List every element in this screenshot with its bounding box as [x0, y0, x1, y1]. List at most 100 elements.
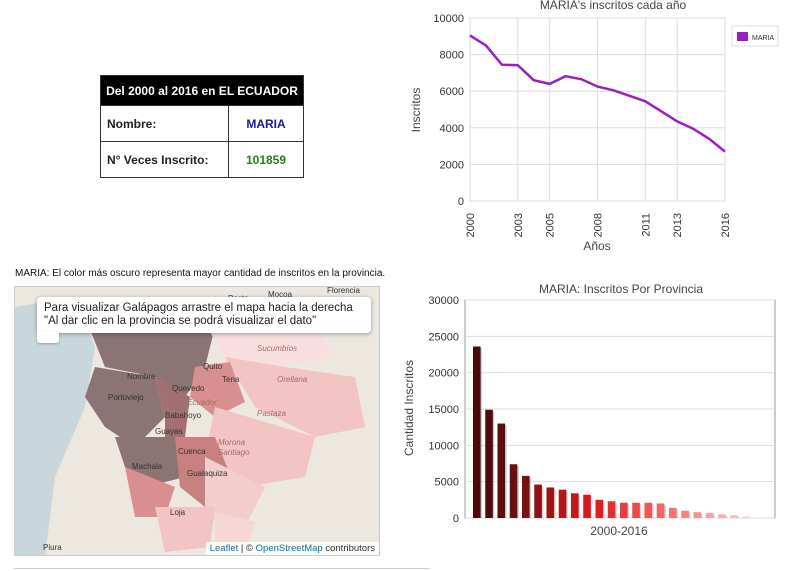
region-pastaza[interactable]	[205, 407, 315, 487]
map-label-florencia: Florencia	[327, 286, 360, 295]
line-chart: MARIA's inscritos cada año 0200040006000…	[409, 0, 779, 253]
bar[interactable]	[509, 464, 518, 518]
bar[interactable]	[669, 507, 677, 518]
region-orellana[interactable]	[225, 357, 365, 437]
line-y-tick-label: 8000	[440, 50, 464, 62]
bar-y-axis-label: Cantidad Inscritos	[402, 360, 416, 456]
map-caption: MARIA: El color más oscuro representa ma…	[15, 268, 386, 279]
map-label-machala: Machala	[132, 462, 163, 471]
line-y-tick-label: 4000	[440, 123, 464, 135]
bar[interactable]	[742, 516, 751, 518]
name-label: Nombre:	[100, 105, 229, 142]
bar[interactable]	[534, 484, 542, 518]
legend-label: MARIA	[752, 35, 775, 42]
map-tooltip: Para visualizar Galápagos arrastre el ma…	[37, 297, 371, 333]
map-label-loja: Loja	[170, 508, 186, 517]
line-chart-title: MARIA's inscritos cada año	[540, 0, 687, 12]
map-tooltip-line2: "Al dar clic en la provincia se podrá vi…	[44, 315, 317, 327]
attribution-tail: contributors	[322, 543, 375, 554]
attribution-sep: | ©	[238, 543, 256, 554]
map-label-santiago: Santiago	[218, 448, 250, 457]
line-x-tick-label: 2011	[640, 213, 652, 237]
zoom-control[interactable]	[37, 331, 59, 343]
bar[interactable]	[546, 487, 555, 518]
map-label-ecuador: Ecuador	[187, 398, 217, 407]
bar-chart: MARIA: Inscritos Por Provincia 0 5000 1000…	[402, 282, 776, 538]
bar[interactable]	[644, 502, 653, 518]
line-y-ticks: 0 2000 4000 6000 8000 10000	[433, 13, 464, 208]
bar[interactable]	[571, 493, 579, 518]
line-x-tick-label: 2003	[513, 213, 525, 237]
region-loja[interactable]	[155, 507, 215, 552]
region-morona[interactable]	[205, 457, 265, 527]
info-header: Del 2000 al 2016 en EL ECUADOR	[100, 75, 304, 106]
bar[interactable]	[754, 517, 763, 518]
line-y-tick-label: 2000	[440, 159, 464, 171]
bar[interactable]	[656, 503, 665, 518]
line-x-ticks: 2000 2003 2005 2008 2011 2013 2016	[465, 213, 732, 237]
map-label-sucumbios: Sucumbíos	[257, 344, 298, 353]
bar[interactable]	[583, 494, 591, 518]
line-series-maria	[469, 34, 726, 153]
bar-y-ticks: 0 5000 10000 15000 20000 25000 30000	[428, 295, 459, 525]
bar[interactable]	[632, 502, 640, 518]
map-label-quito: Quito	[203, 362, 223, 371]
line-x-tick-label: 2016	[720, 213, 732, 237]
region-manabi[interactable]	[85, 367, 165, 447]
bar-y-tick-label: 5000	[435, 477, 459, 489]
ocean-shape	[15, 297, 95, 555]
bar[interactable]	[607, 501, 616, 518]
region-napo[interactable]	[190, 362, 245, 417]
bar-y-tick-label: 0	[453, 513, 459, 525]
map-label-guayas: Guayas	[155, 427, 183, 436]
line-y-tick-label: 6000	[440, 86, 464, 98]
map-label-quevedo: Quevedo	[172, 384, 205, 393]
bar-chart-title: MARIA: Inscritos Por Provincia	[539, 282, 703, 296]
region-el-oro[interactable]	[125, 467, 175, 517]
bar[interactable]	[681, 510, 689, 518]
bar[interactable]	[595, 499, 604, 518]
info-table: Del 2000 al 2016 en EL ECUADOR Nombre: M…	[100, 75, 304, 178]
region-los-rios[interactable]	[155, 377, 190, 447]
bar-x-axis-label: 2000-2016	[590, 524, 648, 538]
line-y-tick-label: 10000	[433, 13, 464, 25]
bar[interactable]	[620, 502, 628, 518]
bar[interactable]	[485, 409, 493, 518]
map-label-nombre: Nombre	[127, 372, 156, 381]
bar[interactable]	[718, 514, 726, 518]
bar-y-tick-label: 10000	[428, 440, 459, 452]
bar-y-tick-label: 20000	[428, 368, 459, 380]
count-value: 101859	[228, 141, 304, 178]
line-legend[interactable]: MARIA	[731, 25, 779, 47]
line-y-axis-label: Inscritos	[409, 88, 423, 133]
map-label-mocoa: Mocoa	[268, 290, 293, 299]
osm-link[interactable]: OpenStreetMap	[255, 543, 323, 554]
line-x-axis-label: Años	[583, 239, 610, 253]
bar[interactable]	[558, 489, 567, 518]
map-label-babahoyo: Babahoyo	[165, 411, 202, 420]
bar[interactable]	[730, 515, 738, 518]
map-tooltip-line1: Para visualizar Galápagos arrastre el ma…	[44, 302, 353, 314]
map-label-portoviejo: Portoviejo	[108, 393, 144, 402]
map-label-morona: Morona	[218, 438, 246, 447]
bar-y-tick-label: 30000	[428, 295, 459, 307]
map-label-pastaza: Pastaza	[257, 409, 286, 418]
province-map[interactable]: Florencia Mocoa Pasto Sucumbíos Nombre Q…	[14, 286, 380, 556]
leaflet-link[interactable]: Leaflet	[209, 543, 239, 554]
bar[interactable]	[497, 423, 506, 518]
count-label: N° Veces Inscrito:	[100, 141, 229, 178]
bar[interactable]	[705, 512, 714, 518]
line-grid	[469, 17, 726, 202]
bar[interactable]	[693, 512, 702, 518]
line-x-tick-label: 2000	[465, 213, 477, 237]
bar-series	[473, 346, 763, 518]
map-bottom-rule	[14, 568, 430, 569]
bar-y-tick-label: 25000	[428, 331, 459, 343]
map-label-cuenca: Cuenca	[178, 447, 206, 456]
line-x-tick-label: 2005	[545, 213, 557, 237]
line-x-tick-label: 2013	[672, 213, 684, 237]
map-label-orellana: Orellana	[277, 375, 308, 384]
map-label-piura: Piura	[43, 543, 62, 552]
bar[interactable]	[473, 346, 481, 518]
bar[interactable]	[522, 475, 530, 518]
